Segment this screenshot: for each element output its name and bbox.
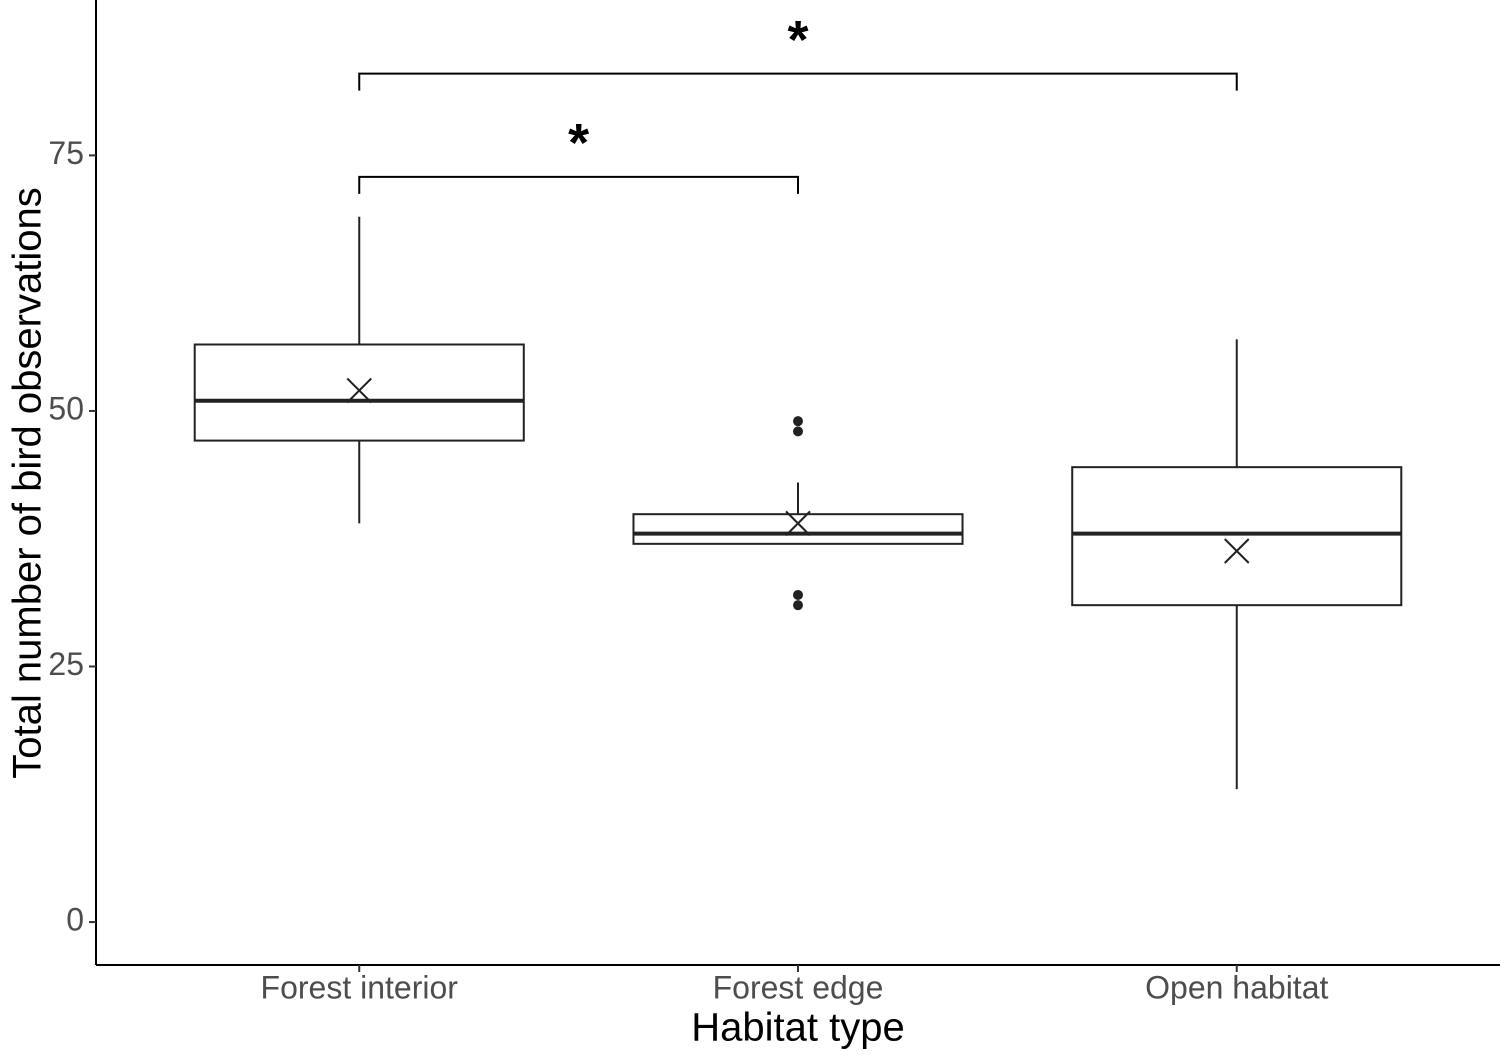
y-axis-title: Total number of bird observations bbox=[6, 187, 50, 778]
y-tick-label: 50 bbox=[48, 390, 84, 426]
x-tick-label: Forest interior bbox=[261, 969, 459, 1005]
y-tick-label: 0 bbox=[66, 902, 84, 938]
box bbox=[193, 343, 525, 442]
box bbox=[632, 513, 964, 545]
outlier bbox=[793, 589, 803, 600]
significance-bracket bbox=[358, 175, 799, 194]
significance-bracket bbox=[358, 72, 1238, 91]
outlier bbox=[793, 600, 803, 611]
x-tick-label: Forest edge bbox=[713, 969, 884, 1005]
y-tick-label: 25 bbox=[48, 646, 84, 682]
outlier bbox=[793, 416, 803, 427]
box bbox=[1071, 466, 1403, 607]
x-tick-label: Open habitat bbox=[1145, 969, 1328, 1005]
significance-label: * bbox=[787, 10, 808, 70]
mean-marker bbox=[346, 377, 372, 404]
mean-marker bbox=[1224, 538, 1250, 564]
x-axis-title: Habitat type bbox=[691, 1006, 904, 1050]
mean-marker bbox=[785, 510, 811, 537]
significance-label: * bbox=[568, 113, 589, 173]
y-tick-label: 75 bbox=[48, 135, 84, 171]
outlier bbox=[793, 426, 803, 437]
